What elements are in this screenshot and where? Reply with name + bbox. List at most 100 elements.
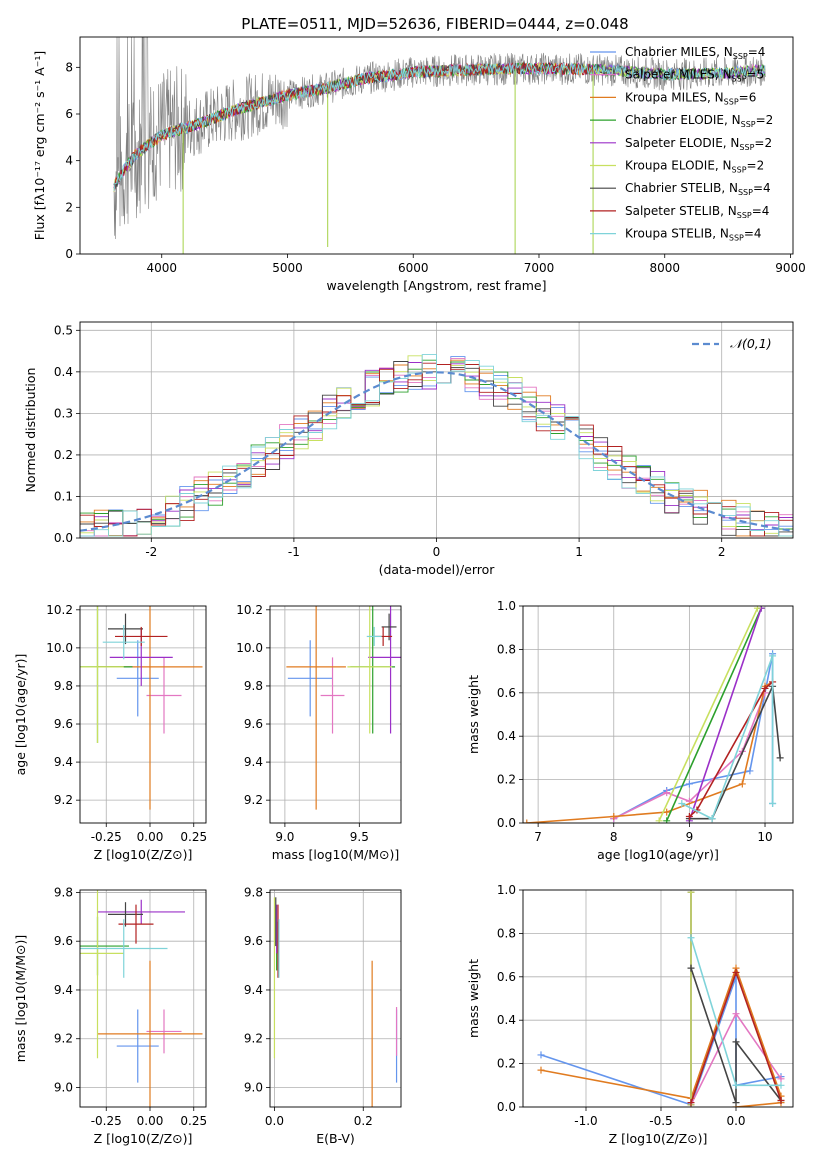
- legend-model-name: Salpeter ELODIE, N: [625, 136, 739, 150]
- legend-model-name: Chabrier STELIB, N: [625, 181, 738, 195]
- y-tick-label: 0.4: [497, 729, 516, 743]
- age-mw-lines: [523, 606, 784, 823]
- legend-entry: Kroupa MILES, NSSP=6: [625, 90, 756, 106]
- mass-weight-line: [688, 681, 774, 818]
- legend-entry: Kroupa ELODIE, NSSP=2: [625, 159, 764, 175]
- y-axis-label: Normed distribution: [23, 368, 38, 493]
- histogram-legend: 𝒩(0,1): [692, 336, 772, 351]
- z-age-frame: [79, 605, 207, 824]
- y-axis-label: mass weight: [466, 959, 481, 1038]
- y-tick-label: 9.2: [244, 793, 263, 807]
- mass-weight-marker: [678, 799, 686, 807]
- mass-age-axes: 9.0 9.5 9.2 9.4 9.6 9.8 10.0 10.2 mass [log10(M/…: [236, 603, 401, 862]
- normal-curve: [80, 371, 793, 532]
- mass-weight-marker: [732, 1010, 740, 1018]
- x-tick-label: -2: [145, 545, 157, 559]
- age-mw-axes: 7 8 9 10 0.0 0.2 0.4 0.6 0.8 1.0 age [log10(age/yr…: [466, 599, 793, 862]
- y-tick-label: 9.4: [244, 755, 263, 769]
- mass-weight-marker: [776, 754, 784, 762]
- y-tick-label: 1.0: [497, 883, 516, 897]
- y-tick-label: 0.4: [497, 1013, 516, 1027]
- mass-weight-marker: [687, 890, 695, 896]
- y-tick-label: 10.2: [46, 603, 73, 617]
- mass-weight-marker: [610, 812, 618, 820]
- y-tick-label: 0.4: [54, 365, 73, 379]
- x-tick-label: 5000: [272, 261, 303, 275]
- legend-model-name: Salpeter MILES, N: [625, 68, 732, 82]
- mass-weight-line: [658, 607, 759, 822]
- y-tick-label: 10.0: [236, 641, 263, 655]
- legend-nssp-value: =4: [752, 204, 770, 218]
- y-tick-label: 0.2: [54, 448, 73, 462]
- y-axis-label: mass weight: [466, 675, 481, 754]
- mass-weight-marker: [537, 1051, 545, 1059]
- x-axis-label: (data-model)/error: [379, 562, 496, 577]
- model-spectrum-line: [113, 62, 766, 192]
- mass-weight-marker: [769, 799, 777, 807]
- mass-weight-marker: [732, 968, 740, 976]
- legend-entry: 𝒩(0,1): [730, 336, 772, 351]
- x-tick-label: 7000: [524, 261, 555, 275]
- x-tick-label: 9: [686, 830, 694, 844]
- ebv-mass-errorbars: [273, 897, 398, 1107]
- legend-nssp-sub: SSP: [729, 234, 744, 243]
- x-tick-label: -0.25: [91, 1114, 122, 1128]
- legend-entry: Salpeter ELODIE, NSSP=2: [625, 136, 772, 152]
- legend-nssp-sub: SSP: [739, 143, 754, 152]
- x-tick-label: 0: [433, 545, 441, 559]
- mass-weight-marker: [523, 819, 531, 823]
- mass-weight-marker: [655, 817, 663, 823]
- mass-weight-marker: [738, 780, 746, 788]
- legend-model-name: Kroupa ELODIE, N: [625, 159, 732, 173]
- histogram-bars: [80, 354, 793, 538]
- x-tick-label: 0.0: [726, 1114, 745, 1128]
- age-mw-frame: [522, 605, 794, 824]
- y-tick-label: 9.0: [244, 1080, 263, 1094]
- mass-weight-marker: [663, 789, 671, 797]
- y-tick-label: 0.6: [497, 970, 516, 984]
- legend-nssp-sub: SSP: [732, 75, 747, 84]
- legend-nssp-sub: SSP: [737, 211, 752, 220]
- y-tick-label: 9.2: [54, 793, 73, 807]
- x-tick-label: -0.5: [649, 1114, 672, 1128]
- y-tick-label: 6: [65, 107, 73, 121]
- y-tick-label: 0.2: [497, 1057, 516, 1071]
- legend-entry: Salpeter MILES, NSSP=5: [625, 68, 764, 84]
- z-mass-errorbars: [80, 890, 203, 1107]
- legend-nssp-value: =6: [739, 90, 757, 104]
- mass-weight-line: [665, 607, 762, 822]
- legend-entry: Chabrier MILES, NSSP=4: [625, 45, 765, 61]
- legend-entry: Chabrier ELODIE, NSSP=2: [625, 113, 773, 129]
- y-tick-label: 2: [65, 200, 73, 214]
- legend-nssp-sub: SSP: [733, 52, 748, 61]
- x-tick-label: 0.00: [137, 1114, 164, 1128]
- y-tick-label: 9.2: [244, 1032, 263, 1046]
- x-tick-label: 8000: [649, 261, 680, 275]
- mass-weight-marker: [708, 815, 716, 823]
- mass-weight-marker: [685, 780, 693, 788]
- ebv-mass-frame: [269, 889, 402, 1108]
- y-tick-label: 9.8: [244, 679, 263, 693]
- y-tick-label: 9.4: [244, 983, 263, 997]
- mass-weight-marker: [777, 1096, 785, 1104]
- y-tick-label: 1.0: [497, 599, 516, 613]
- legend-entry: Kroupa STELIB, NSSP=4: [625, 227, 762, 243]
- mass-weight-marker: [687, 964, 695, 972]
- x-tick-label: 2: [718, 545, 726, 559]
- mass-age-errorbars: [286, 606, 401, 810]
- mass-weight-line: [689, 683, 781, 820]
- legend-nssp-value: =5: [747, 68, 765, 82]
- legend-nssp-sub: SSP: [741, 120, 756, 129]
- legend-nssp-sub: SSP: [732, 166, 747, 175]
- mass-weight-marker: [537, 1066, 545, 1074]
- legend-model-name: Salpeter STELIB, N: [625, 204, 737, 218]
- mass-weight-marker: [761, 684, 769, 692]
- y-axis-label: Flux [fλ10⁻¹⁷ erg cm⁻² s⁻¹ A⁻¹]: [32, 51, 47, 240]
- z-mw-axes: -1.0 -0.5 0.0 0.0 0.2 0.4 0.6 0.8 1.0 Z [log10(Z/…: [466, 883, 793, 1146]
- y-tick-label: 9.0: [54, 1080, 73, 1094]
- mass-weight-marker: [746, 767, 754, 775]
- z-mass-frame: [79, 889, 207, 1108]
- residuals-frame: [79, 321, 794, 539]
